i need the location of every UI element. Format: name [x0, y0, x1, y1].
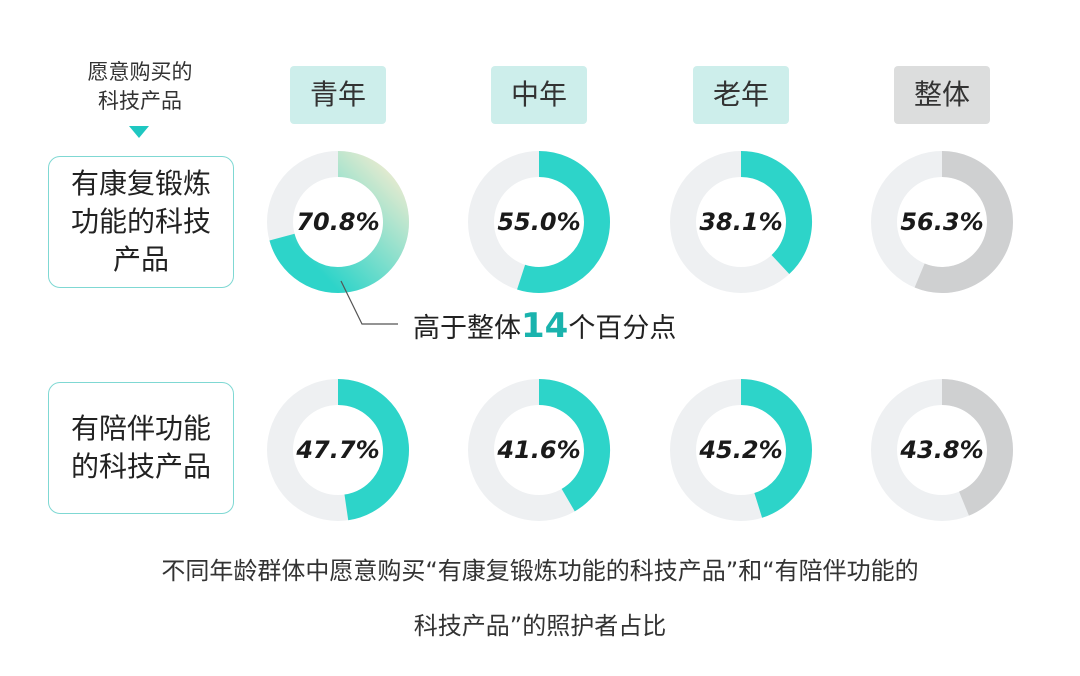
corner-label-line1: 愿意购买的 [87, 60, 193, 84]
donut-segment [740, 151, 812, 275]
column-header-2: 老年 [693, 66, 789, 124]
donut-segment [914, 151, 1013, 293]
callout-prefix: 高于整体 [413, 313, 521, 344]
donut-segment [337, 379, 409, 521]
row-label-0: 有康复锻炼功能的科技产品 [48, 156, 234, 288]
donut-chart: 38.1% [668, 149, 814, 295]
column-header-0: 青年 [290, 66, 386, 124]
column-header-1: 中年 [491, 66, 587, 124]
donut-segment [538, 379, 610, 512]
donut-chart: 41.6% [466, 377, 612, 523]
donut-value-label: 55.0% [497, 208, 581, 236]
donut-chart: 56.3% [869, 149, 1015, 295]
donut-segment [269, 151, 409, 293]
donut-chart: 45.2% [668, 377, 814, 523]
callout-annotation: 高于整体14个百分点 [413, 306, 676, 346]
corner-label: 愿意购买的 科技产品 [72, 58, 208, 116]
caption-line1: 不同年龄群体中愿意购买“有康复锻炼功能的科技产品”和“有陪伴功能的 [161, 557, 919, 585]
callout-suffix: 个百分点 [568, 313, 677, 344]
donut-value-label: 56.3% [900, 208, 984, 236]
donut-value-label: 43.8% [900, 436, 984, 464]
donut-segment [517, 151, 610, 293]
donut-value-label: 41.6% [497, 436, 581, 464]
callout-leader-line [340, 280, 398, 325]
donut-chart: 43.8% [869, 377, 1015, 523]
donut-value-label: 45.2% [699, 436, 783, 464]
donut-value-label: 47.7% [296, 436, 380, 464]
donut-chart: 70.8% [265, 149, 411, 295]
donut-chart: 47.7% [265, 377, 411, 523]
caption-line2: 科技产品”的照护者占比 [413, 612, 667, 640]
corner-label-line2: 科技产品 [98, 89, 182, 113]
down-triangle-icon [129, 126, 149, 138]
donut-segment [740, 379, 812, 518]
donut-segment [941, 379, 1013, 516]
callout-value: 14 [521, 306, 569, 346]
donut-value-label: 70.8% [296, 208, 380, 236]
row-label-1: 有陪伴功能的科技产品 [48, 382, 234, 514]
donut-value-label: 38.1% [699, 208, 783, 236]
donut-chart: 55.0% [466, 149, 612, 295]
column-header-3: 整体 [894, 66, 990, 124]
